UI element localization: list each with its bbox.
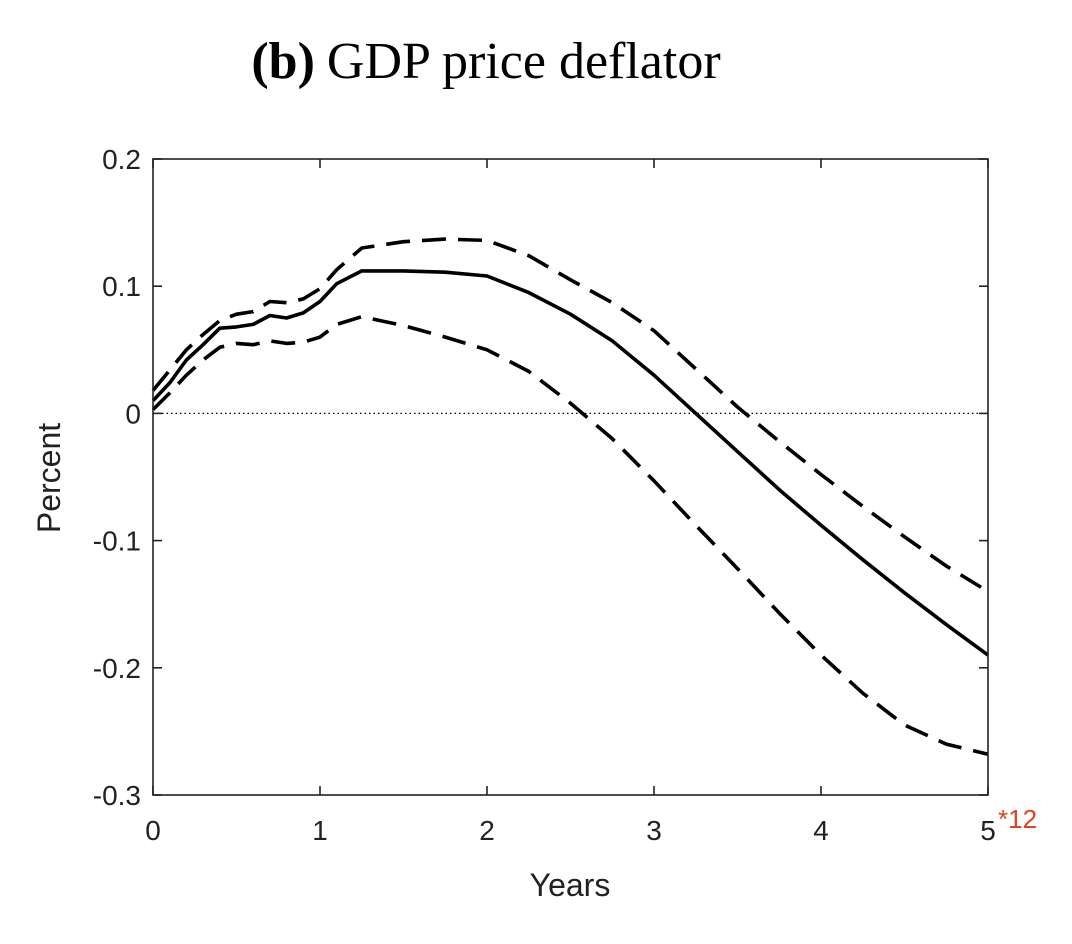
series-line-estimate xyxy=(151,269,990,657)
x-tick-label: 5 xyxy=(980,815,996,846)
y-tick-label: -0.3 xyxy=(93,780,141,811)
y-tick-label: 0.2 xyxy=(102,144,141,175)
x-multiplier-label: *12 xyxy=(998,804,1037,834)
series-line-lower-band xyxy=(151,314,989,757)
y-tick-label: -0.2 xyxy=(93,653,141,684)
chart-title: (b) GDP price deflator xyxy=(251,33,720,90)
y-tick-label: -0.1 xyxy=(93,526,141,557)
x-tick-label: 1 xyxy=(312,815,328,846)
chart-title-prefix: (b) xyxy=(251,33,315,90)
x-tick-label: 3 xyxy=(646,815,662,846)
x-axis-label: Years xyxy=(530,867,611,903)
chart-title-main: GDP price deflator xyxy=(327,33,721,90)
y-tick-label: 0 xyxy=(125,398,141,429)
x-tick-label: 4 xyxy=(813,815,829,846)
y-tick-label: 0.1 xyxy=(102,271,141,302)
axes-box xyxy=(152,158,989,796)
x-tick-label: 0 xyxy=(145,815,161,846)
y-axis-label: Percent xyxy=(31,423,67,533)
x-tick-label: 2 xyxy=(479,815,495,846)
plot-area: 0 1 2 3 4 5 -0.3 -0.2 -0.1 0 0.1 0.2 xyxy=(93,144,996,846)
series-line-upper-band xyxy=(151,237,989,594)
